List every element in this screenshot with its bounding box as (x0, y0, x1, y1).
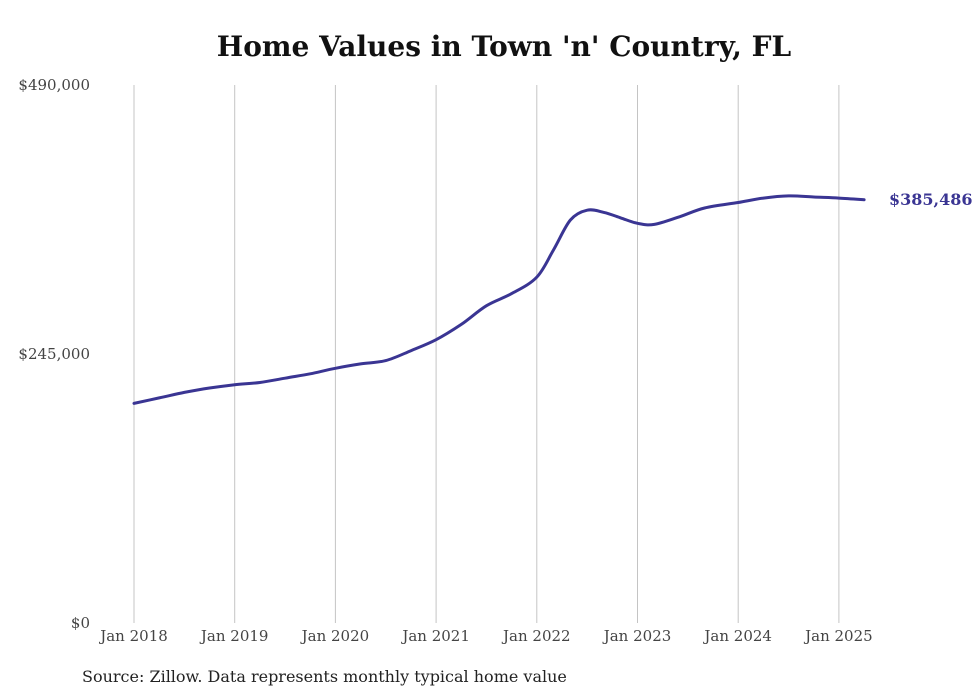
chart-source-note: Source: Zillow. Data represents monthly … (82, 667, 567, 686)
x-tick-label: Jan 2018 (98, 627, 168, 645)
series-line (132, 194, 866, 405)
x-axis-ticks: Jan 2018 Jan 2019 Jan 2020 Jan 2021 Jan 2022… (98, 627, 872, 645)
chart-title: Home Values in Town 'n' Country, FL (216, 30, 792, 63)
y-tick-label: $0 (71, 614, 90, 632)
y-axis-ticks: $0 $245,000 $490,000 (18, 76, 90, 632)
end-label-layer: $385,486 (889, 190, 973, 209)
x-tick-label: Jan 2020 (300, 627, 370, 645)
y-tick-label: $490,000 (18, 76, 90, 94)
gridlines (133, 85, 840, 623)
series-layer (132, 194, 866, 405)
x-tick-label: Jan 2022 (501, 627, 571, 645)
x-tick-label: Jan 2023 (602, 627, 672, 645)
y-tick-label: $245,000 (18, 345, 90, 363)
x-tick-label: Jan 2024 (702, 627, 772, 645)
end-value-label: $385,486 (889, 190, 973, 209)
x-tick-label: Jan 2019 (199, 627, 269, 645)
x-tick-label: Jan 2025 (803, 627, 873, 645)
x-tick-label: Jan 2021 (400, 627, 470, 645)
